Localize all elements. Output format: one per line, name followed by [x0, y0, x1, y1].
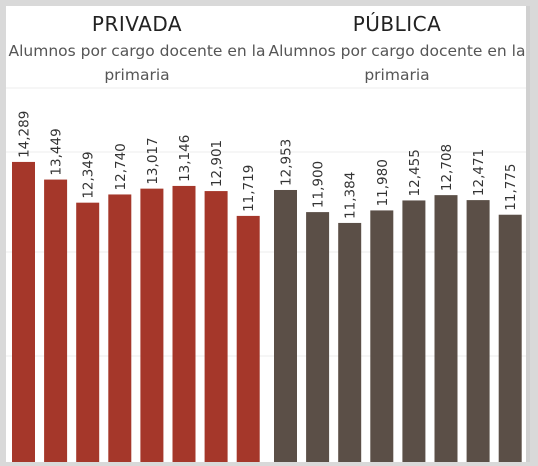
bar-chart: 14,289 13,449 12,349 12,740 13,017 13,146 12,9…	[6, 87, 526, 462]
bar[interactable]	[204, 191, 228, 462]
panel-header-privada: PRIVADA Alumnos por cargo docente en la …	[6, 6, 268, 94]
panel-subtitle-publica: Alumnos por cargo docente en la primaria	[268, 42, 526, 84]
data-label: 12,455	[407, 149, 423, 196]
panel-subtitle-privada: Alumnos por cargo docente en la primaria	[8, 42, 266, 84]
chart-frame: PRIVADA Alumnos por cargo docente en la …	[6, 6, 530, 462]
data-label: 11,775	[503, 163, 519, 210]
data-label: 12,708	[439, 144, 455, 191]
bar[interactable]	[370, 210, 394, 462]
data-label: 13,449	[49, 128, 65, 175]
data-label: 12,471	[471, 149, 487, 196]
bar[interactable]	[76, 202, 100, 462]
bar[interactable]	[44, 179, 68, 462]
bar[interactable]	[140, 188, 164, 462]
bar[interactable]	[306, 212, 330, 462]
bar[interactable]	[466, 200, 490, 462]
data-label: 11,719	[241, 165, 257, 212]
data-label: 12,740	[113, 143, 129, 190]
bar[interactable]	[108, 194, 132, 462]
bar[interactable]	[236, 215, 260, 462]
bar[interactable]	[12, 161, 35, 462]
bar[interactable]	[274, 189, 297, 462]
data-label: 12,953	[279, 139, 295, 186]
data-label: 12,349	[81, 151, 97, 198]
bar[interactable]	[498, 214, 522, 462]
panel-header-publica: PÚBLICA Alumnos por cargo docente en la …	[268, 6, 526, 94]
bar[interactable]	[402, 200, 426, 462]
data-label: 11,900	[311, 161, 327, 208]
data-label: 14,289	[17, 111, 33, 158]
data-label: 11,980	[375, 159, 391, 206]
data-label: 11,384	[343, 172, 359, 219]
data-label: 13,017	[145, 137, 161, 184]
data-label: 12,901	[209, 140, 225, 187]
bar[interactable]	[338, 222, 362, 462]
panel-title-publica: PÚBLICA	[352, 12, 442, 36]
panel-title-privada: PRIVADA	[91, 12, 183, 36]
bar[interactable]	[434, 195, 458, 462]
bar[interactable]	[172, 185, 196, 462]
data-label: 13,146	[177, 135, 193, 182]
